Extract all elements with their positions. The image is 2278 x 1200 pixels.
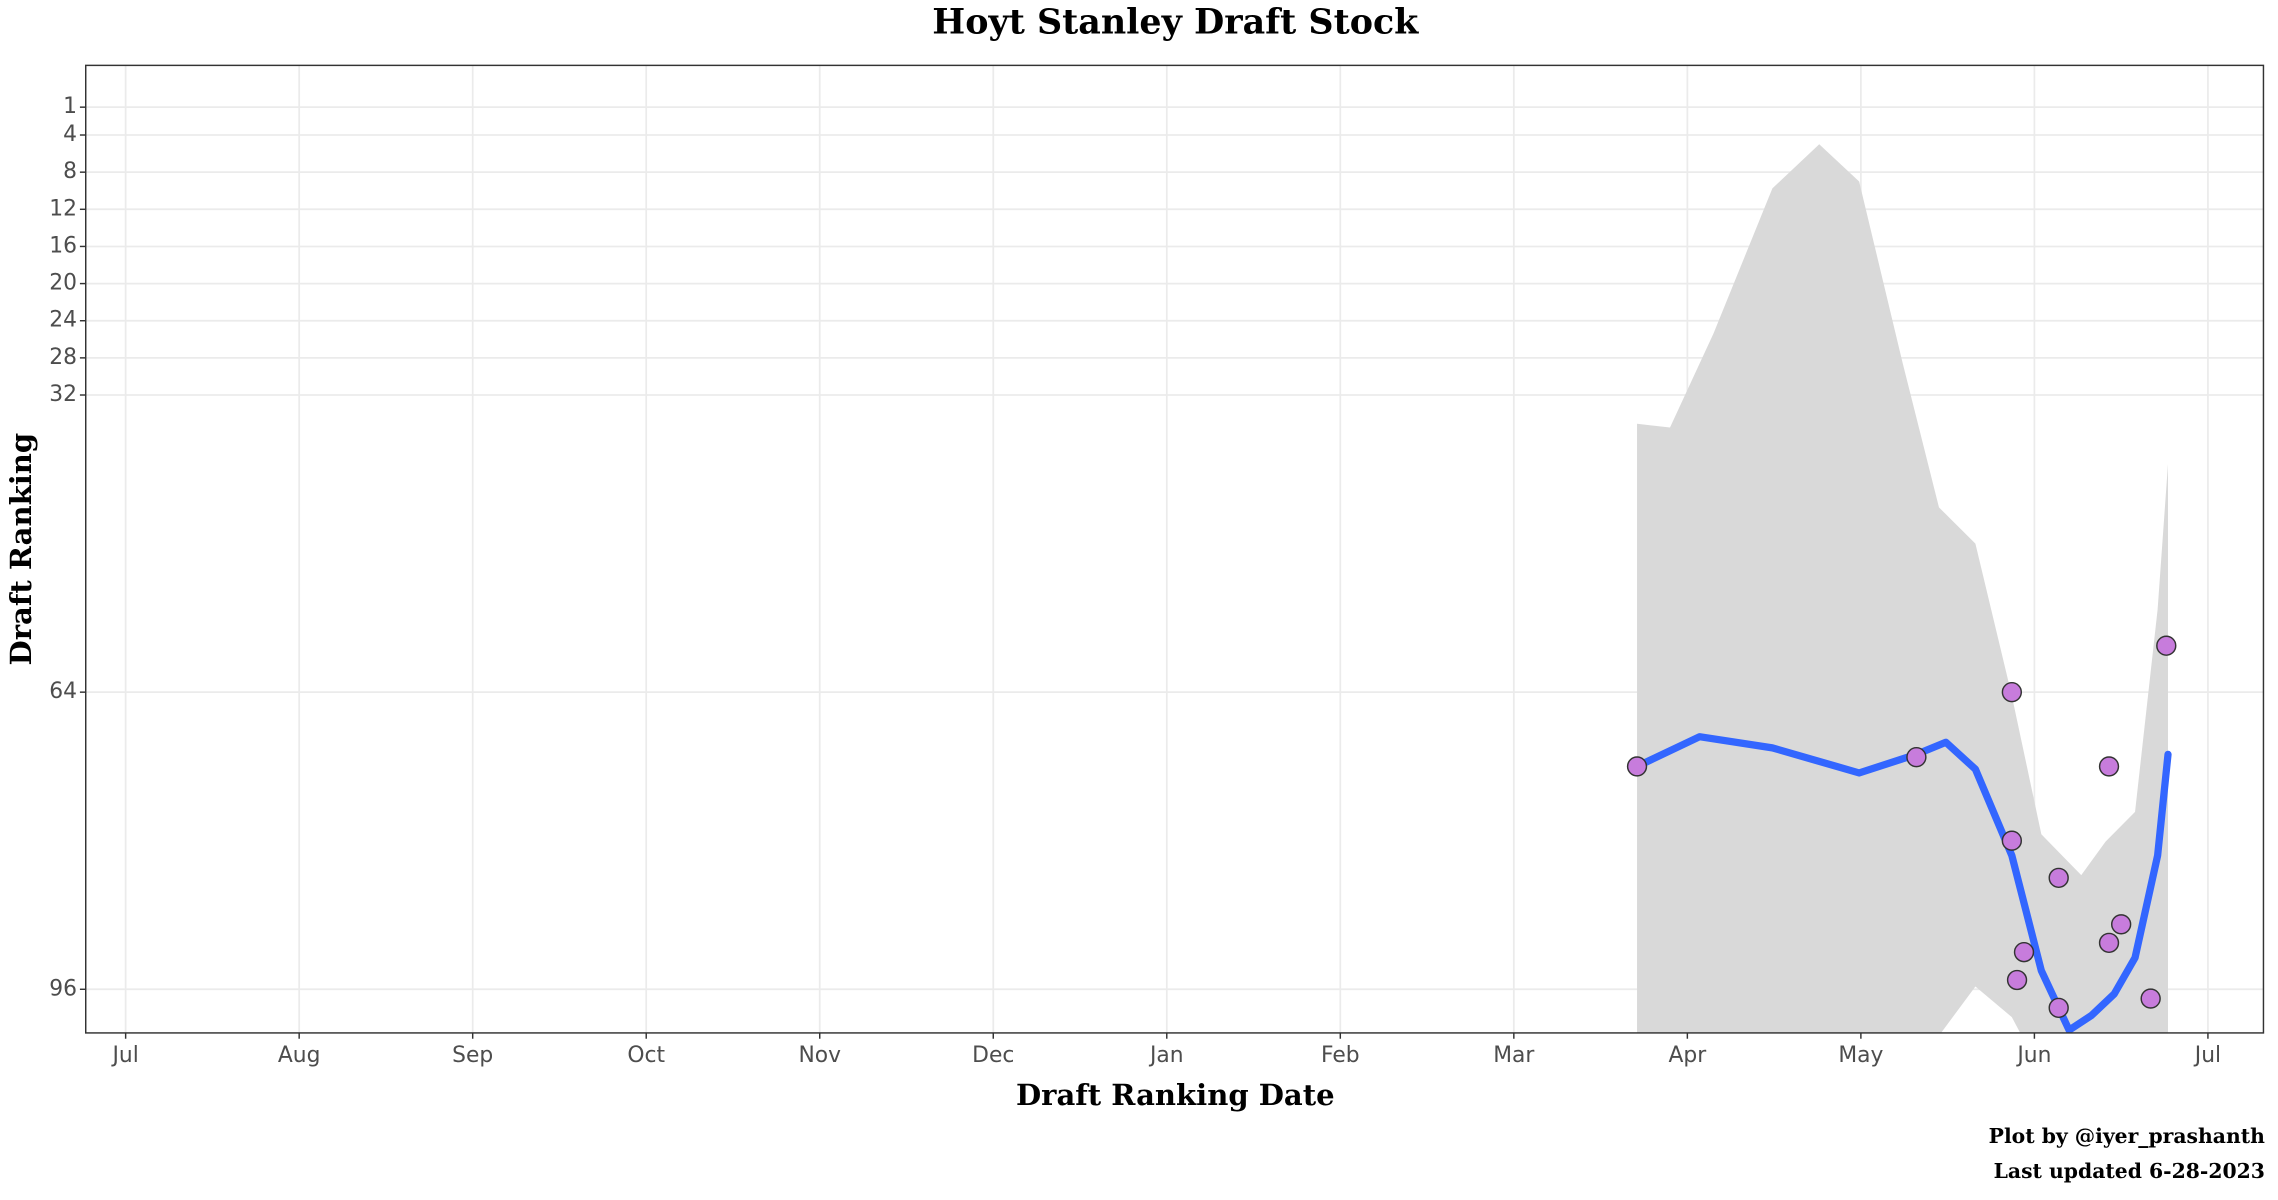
y-tick-label: 96	[49, 976, 77, 1001]
x-tick-label: Jun	[2015, 1043, 2051, 1068]
y-tick-label: 16	[49, 233, 77, 258]
y-tick-label: 1	[63, 94, 77, 119]
point	[2098, 756, 2120, 777]
point	[2110, 914, 2132, 935]
point	[2001, 830, 2023, 851]
x-tick-label: Jul	[2193, 1043, 2221, 1068]
confidence-band	[1637, 144, 2169, 1033]
x-tick-label: Feb	[1321, 1043, 1360, 1068]
x-tick-label: May	[1838, 1043, 1883, 1068]
caption: Last updated 6-28-2023	[1994, 1159, 2265, 1183]
y-tick-label: 4	[63, 122, 77, 147]
y-tick-label: 20	[49, 271, 77, 296]
x-axis-label: Draft Ranking Date	[1016, 1078, 1335, 1112]
point	[1626, 756, 1648, 777]
point	[2006, 969, 2028, 991]
y-tick-label: 28	[49, 345, 77, 370]
y-axis-label: Draft Ranking	[4, 433, 38, 666]
x-tick-label: Jul	[111, 1043, 139, 1068]
y-tick-label: 12	[49, 196, 77, 221]
y-tick-label: 32	[49, 382, 77, 407]
point	[2048, 867, 2069, 889]
point	[2140, 988, 2161, 1009]
x-tick-label: Jan	[1148, 1043, 1184, 1068]
x-tick-label: Aug	[278, 1043, 321, 1068]
x-tick-label: Apr	[1669, 1043, 1707, 1068]
point	[2156, 635, 2177, 656]
point	[1906, 746, 1927, 768]
x-tick-label: Dec	[972, 1043, 1014, 1068]
y-tick-label: 64	[49, 679, 77, 704]
x-tick-label: Nov	[798, 1043, 841, 1068]
y-tick-label: 24	[49, 308, 77, 333]
panel-border	[85, 64, 2265, 1034]
chart-title: Hoyt Stanley Draft Stock	[932, 2, 1419, 43]
point	[2013, 941, 2035, 963]
x-tick-label: Oct	[627, 1043, 665, 1068]
caption: Plot by @iyer_prashanth	[1989, 1124, 2265, 1148]
point	[2001, 681, 2023, 703]
x-tick-label: Mar	[1493, 1043, 1534, 1068]
point	[2048, 997, 2069, 1019]
point	[2098, 932, 2120, 954]
smooth-line	[1633, 733, 2172, 1033]
y-tick-label: 8	[63, 159, 77, 184]
x-tick-label: Sep	[452, 1043, 493, 1068]
